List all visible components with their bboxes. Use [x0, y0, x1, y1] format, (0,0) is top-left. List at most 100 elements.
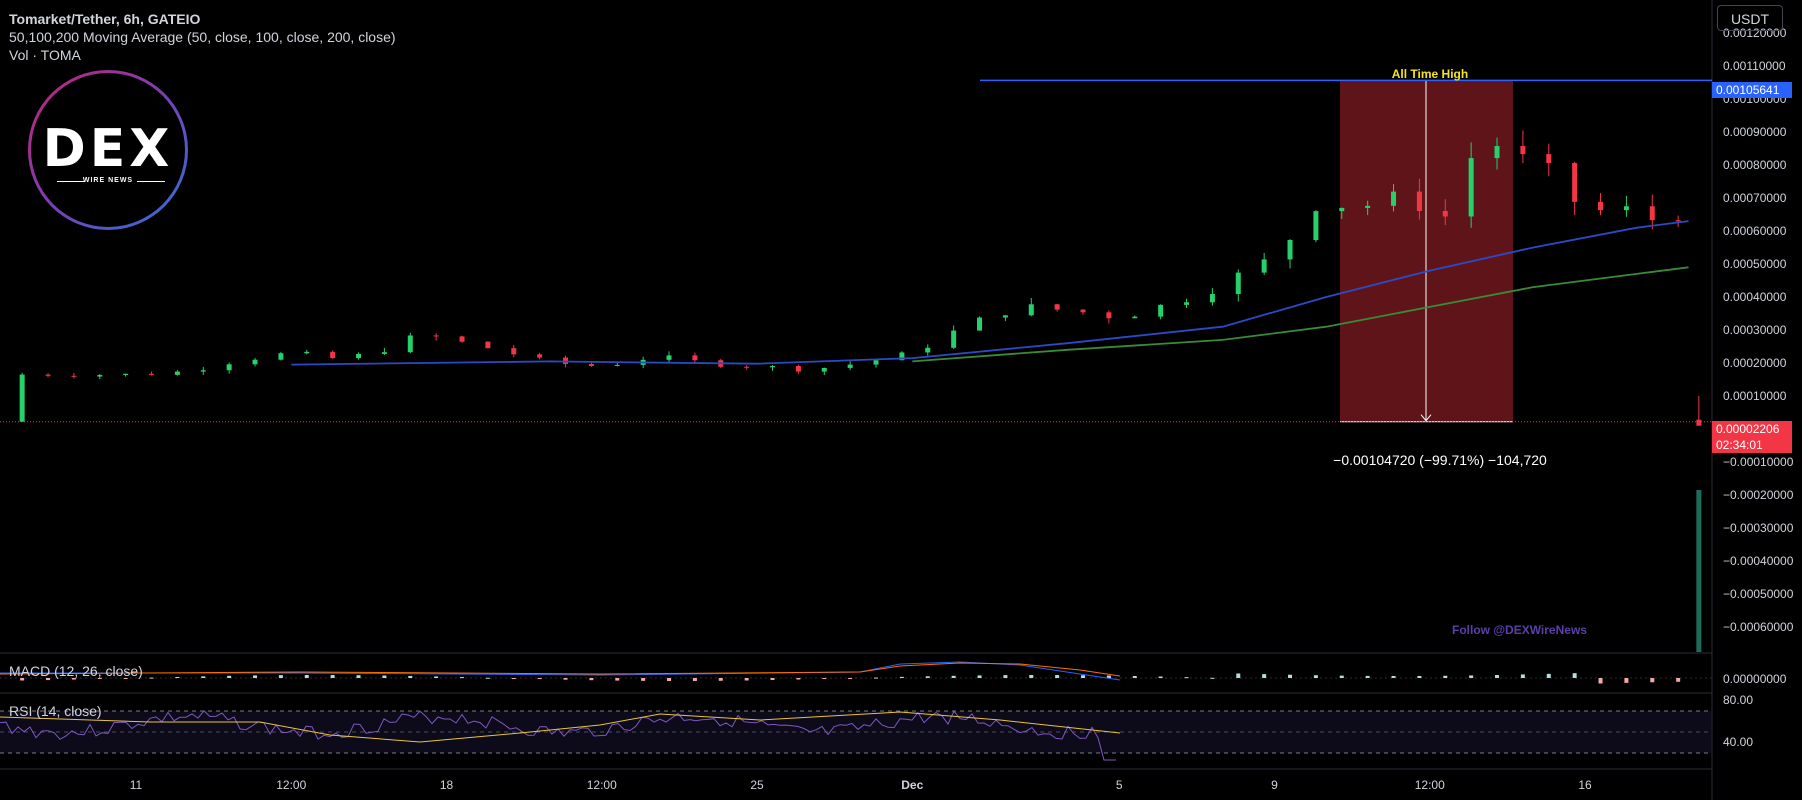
y-tick-label: 0.00040000	[1723, 290, 1787, 304]
last-price-tag: 0.00002206	[1712, 421, 1792, 437]
macd-bar	[874, 677, 879, 679]
y-tick-label: −0.00040000	[1723, 554, 1794, 568]
macd-bar	[615, 678, 620, 681]
y-tick-label: −0.00020000	[1723, 488, 1794, 502]
y-tick-label: 0.00120000	[1723, 26, 1787, 40]
candle-body	[899, 352, 905, 361]
y-tick-label: 0.00010000	[1723, 389, 1787, 403]
macd-bar	[330, 675, 335, 678]
macd-bar	[1003, 675, 1008, 678]
macd-bar	[848, 678, 853, 679]
macd-bar	[1650, 678, 1655, 683]
candle-body	[1080, 309, 1086, 313]
ma-study-label[interactable]: 50,100,200 Moving Average (50, close, 10…	[9, 29, 396, 45]
macd-bar	[71, 678, 76, 680]
macd-bar	[692, 678, 697, 681]
candle-body	[795, 365, 801, 372]
macd-bar	[1132, 675, 1137, 678]
macd-bar	[460, 677, 465, 679]
last-candle-body	[1696, 419, 1702, 426]
macd-bar	[770, 678, 775, 681]
y-tick-label: −0.00030000	[1723, 521, 1794, 535]
candle-body	[666, 355, 672, 360]
y-tick-label: 0.00060000	[1723, 224, 1787, 238]
candle-body	[1649, 206, 1655, 221]
candle-body	[537, 354, 543, 358]
candle-body	[1416, 191, 1422, 211]
candle-body	[821, 367, 827, 372]
candle-body	[1313, 211, 1319, 241]
macd-bar	[97, 678, 102, 679]
macd-bar	[718, 678, 723, 681]
vol-study-label[interactable]: Vol · TOMA	[9, 47, 81, 63]
candle-body	[951, 330, 957, 348]
macd-bar	[667, 678, 672, 681]
x-tick-label: 16	[1578, 778, 1592, 792]
candle-body	[977, 317, 983, 331]
y-tick-label: −0.00060000	[1723, 620, 1794, 634]
x-tick-label: 12:00	[587, 778, 617, 792]
macd-bar	[511, 678, 516, 679]
candle-body	[407, 335, 413, 353]
candle-body	[1054, 304, 1060, 310]
macd-bar	[1210, 677, 1215, 679]
candle-body	[1184, 302, 1190, 305]
candle-body	[226, 364, 232, 371]
macd-bar	[1546, 673, 1551, 678]
macd-histogram	[20, 673, 1681, 684]
macd-bar	[201, 676, 206, 678]
macd-bar	[1443, 675, 1448, 678]
candle-body	[278, 353, 284, 360]
macd-bar	[485, 677, 490, 679]
candle-body	[511, 348, 517, 355]
candle-body	[588, 364, 594, 366]
candle-body	[1158, 304, 1164, 317]
candle-body	[1287, 240, 1293, 260]
macd-bar	[1029, 675, 1034, 678]
logo-divider-right	[137, 181, 165, 182]
logo-divider-left	[57, 181, 85, 182]
macd-label[interactable]: MACD (12, 26, close)	[9, 663, 143, 679]
candle-body	[1468, 158, 1474, 217]
candle-body	[149, 373, 155, 375]
macd-bar	[1184, 677, 1189, 679]
candle-body	[847, 364, 853, 368]
volume-bar	[1696, 490, 1702, 652]
macd-bar	[408, 675, 413, 678]
macd-bar	[20, 678, 25, 681]
x-tick-label: 11	[130, 778, 143, 792]
macd-bar	[951, 675, 956, 678]
macd-bar	[641, 678, 646, 681]
macd-bar	[1391, 675, 1396, 678]
y-tick-label: −0.00010000	[1723, 455, 1794, 469]
measure-arrowhead	[1420, 414, 1432, 422]
macd-bar	[1469, 675, 1474, 678]
candle-body	[45, 374, 51, 376]
candle-body	[485, 341, 491, 349]
candle-body	[356, 353, 362, 359]
macd-bar	[1339, 675, 1344, 678]
candle-body	[1339, 207, 1345, 212]
macd-bar	[925, 676, 930, 678]
candle-body	[1028, 304, 1034, 316]
candle-body	[1391, 191, 1397, 206]
y-tick-label: 0.00020000	[1723, 356, 1787, 370]
candle-body	[1623, 206, 1629, 211]
x-tick-label: Dec	[901, 778, 923, 792]
rsi-label[interactable]: RSI (14, close)	[9, 703, 102, 719]
macd-bar	[1624, 678, 1629, 683]
macd-bar	[356, 675, 361, 678]
candle-body	[1546, 154, 1552, 164]
macd-bar	[253, 675, 258, 678]
macd-bar	[1288, 674, 1293, 678]
candle-body	[174, 371, 180, 375]
candle-body	[1494, 146, 1500, 159]
macd-bar	[1365, 675, 1370, 678]
macd-line	[0, 661, 1121, 681]
macd-bar	[1495, 675, 1500, 678]
macd-bar	[1055, 675, 1060, 678]
ma50-line	[291, 220, 1689, 366]
currency-button[interactable]: USDT	[1717, 5, 1783, 31]
macd-bar	[1572, 673, 1577, 678]
